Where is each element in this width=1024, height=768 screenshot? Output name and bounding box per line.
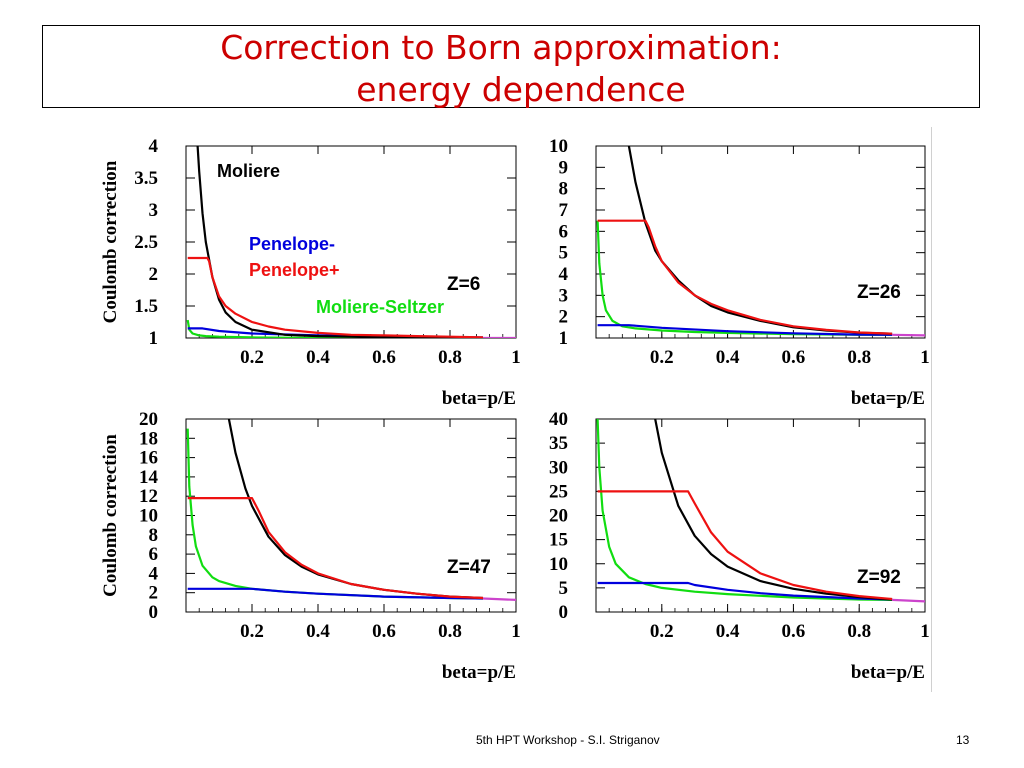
x-tick-label: 1 xyxy=(511,621,521,642)
z-label: Z=26 xyxy=(857,282,901,303)
series-line xyxy=(597,581,893,601)
y-tick-label: 15 xyxy=(549,530,568,551)
x-tick-label: 0.4 xyxy=(716,347,740,368)
series-line xyxy=(627,146,893,335)
y-tick-label: 2 xyxy=(149,583,159,604)
series-line xyxy=(597,490,893,601)
series-line xyxy=(187,497,484,600)
y-tick-label: 4 xyxy=(149,563,159,584)
x-tick-label: 0.6 xyxy=(372,347,396,368)
x-tick-label: 0.6 xyxy=(782,347,806,368)
x-tick-label: 1 xyxy=(920,347,930,368)
series-line xyxy=(482,597,516,601)
y-tick-label: 6 xyxy=(559,221,569,242)
x-tick-label: 0.4 xyxy=(306,621,330,642)
y-tick-label: 5 xyxy=(559,578,569,599)
x-tick-label: 1 xyxy=(920,621,930,642)
legend-entry: Penelope+ xyxy=(249,260,340,280)
slide-title-line-1: Correction to Born approximation: xyxy=(220,28,782,67)
y-tick-label: 3.5 xyxy=(134,168,158,189)
y-tick-label: 2 xyxy=(149,264,159,285)
x-tick-label: 0.2 xyxy=(650,347,674,368)
y-tick-label: 3 xyxy=(559,285,569,306)
series-line xyxy=(892,598,925,603)
y-tick-label: 16 xyxy=(139,448,158,469)
series-line xyxy=(597,219,893,335)
series-line xyxy=(186,319,483,338)
y-tick-label: 0 xyxy=(149,602,159,623)
x-tick-label: 0.2 xyxy=(240,347,264,368)
series-line xyxy=(186,428,484,600)
y-tick-label: 40 xyxy=(549,409,568,430)
y-tick-label: 4 xyxy=(559,264,569,285)
y-tick-label: 7 xyxy=(559,200,569,221)
series-line xyxy=(196,146,483,338)
y-tick-label: 10 xyxy=(549,136,568,157)
page-number: 13 xyxy=(956,733,970,747)
x-axis-label: beta=p/E xyxy=(851,388,925,409)
series-line xyxy=(187,256,484,338)
legend-entry: Moliere-Seltzer xyxy=(316,297,444,317)
x-tick-label: 0.8 xyxy=(847,347,871,368)
x-tick-label: 0.4 xyxy=(716,621,740,642)
y-tick-label: 1 xyxy=(559,328,569,349)
x-axis-label: beta=p/E xyxy=(442,662,516,683)
y-tick-label: 4 xyxy=(149,136,159,157)
series-line xyxy=(227,419,484,600)
y-tick-label: 25 xyxy=(549,481,568,502)
y-tick-label: 20 xyxy=(549,506,568,527)
x-tick-label: 0.4 xyxy=(306,347,330,368)
y-tick-label: 12 xyxy=(139,486,158,507)
z-label: Z=47 xyxy=(447,557,491,578)
x-tick-label: 0.8 xyxy=(847,621,871,642)
y-tick-label: 9 xyxy=(559,157,569,178)
x-axis-label: beta=p/E xyxy=(851,662,925,683)
x-tick-label: 1 xyxy=(511,347,521,368)
x-tick-label: 0.8 xyxy=(438,621,462,642)
slide-title-line-2: energy dependence xyxy=(356,70,686,109)
y-tick-label: 6 xyxy=(149,544,159,565)
y-tick-label: 2 xyxy=(559,307,569,328)
divider-line xyxy=(931,127,932,692)
y-tick-label: 8 xyxy=(559,179,569,200)
y-tick-label: 3 xyxy=(149,200,159,221)
series-line xyxy=(654,419,893,601)
x-axis-label: beta=p/E xyxy=(442,388,516,409)
series-line xyxy=(892,333,925,337)
footer-text: 5th HPT Workshop - S.I. Striganov xyxy=(476,733,660,747)
y-tick-label: 35 xyxy=(549,433,568,454)
series-line xyxy=(187,587,484,600)
legend-entry: Moliere xyxy=(217,161,280,181)
y-tick-label: 8 xyxy=(149,525,159,546)
legend-entry: Penelope- xyxy=(249,234,335,254)
y-tick-label: 5 xyxy=(559,243,569,264)
x-tick-label: 0.6 xyxy=(372,621,396,642)
y-tick-label: 18 xyxy=(139,428,158,449)
y-tick-label: 2.5 xyxy=(134,232,158,253)
x-tick-label: 0.2 xyxy=(650,621,674,642)
series-line xyxy=(597,324,893,336)
y-tick-label: 1.5 xyxy=(134,296,158,317)
plot-frame xyxy=(595,145,926,339)
y-tick-label: 20 xyxy=(139,409,158,430)
y-tick-label: 10 xyxy=(549,554,568,575)
z-label: Z=92 xyxy=(857,567,901,588)
y-tick-label: 14 xyxy=(139,467,159,488)
series-line xyxy=(596,419,893,601)
y-axis-label: Coulomb correction xyxy=(100,434,121,597)
y-tick-label: 0 xyxy=(559,602,569,623)
y-tick-label: 30 xyxy=(549,457,568,478)
y-tick-label: 10 xyxy=(139,506,158,527)
z-label: Z=6 xyxy=(447,274,480,295)
y-tick-label: 1 xyxy=(149,328,159,349)
x-tick-label: 0.2 xyxy=(240,621,264,642)
y-axis-label: Coulomb correction xyxy=(100,160,121,323)
x-tick-label: 0.8 xyxy=(438,347,462,368)
title-box: Correction to Born approximation: energy… xyxy=(42,25,980,109)
x-tick-label: 0.6 xyxy=(782,621,806,642)
